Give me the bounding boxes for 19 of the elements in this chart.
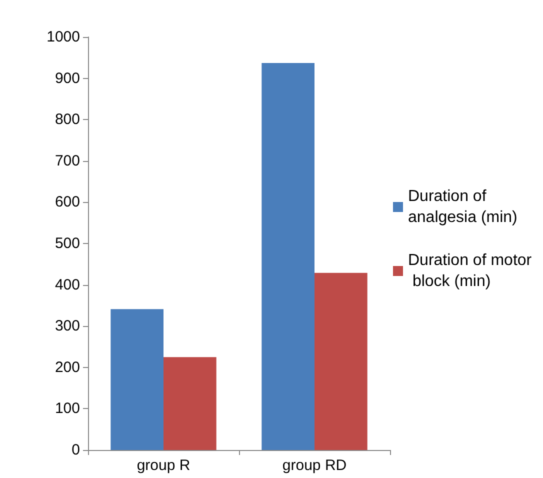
y-tick-label: 500 bbox=[54, 235, 80, 252]
y-tick-label: 400 bbox=[54, 276, 80, 294]
y-tick-label: 300 bbox=[54, 318, 80, 335]
x-tick-label: group RD bbox=[282, 457, 347, 474]
y-tick-label: 200 bbox=[54, 358, 80, 376]
x-tick-label: group R bbox=[136, 457, 190, 474]
y-tick-label: 1000 bbox=[46, 28, 80, 46]
y-tick-label: 100 bbox=[54, 400, 80, 418]
bar bbox=[314, 272, 368, 450]
y-tick-label: 900 bbox=[54, 70, 80, 87]
bar bbox=[164, 357, 216, 450]
legend-label: Duration of motor block (min) bbox=[408, 252, 532, 290]
bar bbox=[110, 309, 164, 450]
y-tick-label: 600 bbox=[54, 194, 80, 211]
y-tick-label: 0 bbox=[72, 442, 80, 458]
legend-label: Duration of analgesia (min) bbox=[408, 188, 518, 226]
y-tick-label: 800 bbox=[54, 111, 80, 128]
bar bbox=[262, 63, 314, 450]
y-tick-label: 700 bbox=[54, 152, 80, 170]
